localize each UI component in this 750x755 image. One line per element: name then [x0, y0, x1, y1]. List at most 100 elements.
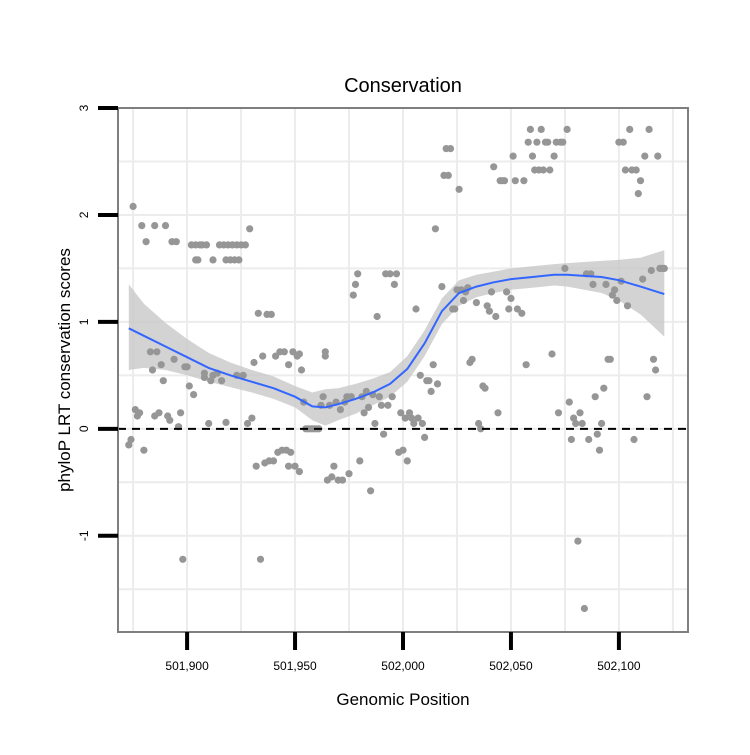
- data-point: [148, 366, 157, 374]
- data-point: [546, 166, 554, 174]
- data-point: [427, 387, 435, 395]
- data-point: [563, 125, 571, 133]
- data-point: [483, 302, 491, 310]
- x-axis: 501,900 501,950 502,000 502,050 502,100: [165, 632, 641, 673]
- data-point: [159, 377, 167, 385]
- data-point: [418, 419, 426, 428]
- data-point: [179, 555, 187, 563]
- data-point: [630, 435, 638, 444]
- data-point: [222, 418, 230, 426]
- data-point: [235, 256, 243, 264]
- data-point: [505, 305, 513, 313]
- data-point: [386, 270, 394, 278]
- data-point: [639, 275, 647, 283]
- data-point: [136, 409, 144, 417]
- data-point: [468, 355, 476, 363]
- data-point: [207, 377, 215, 385]
- data-point: [431, 225, 439, 233]
- data-point: [660, 264, 668, 272]
- data-point: [481, 384, 489, 392]
- data-point: [444, 171, 452, 179]
- data-point: [200, 373, 208, 382]
- data-point: [410, 419, 418, 428]
- data-point: [550, 152, 558, 160]
- data-point: [459, 296, 468, 305]
- data-point: [319, 393, 327, 401]
- data-point: [243, 419, 252, 428]
- data-point: [392, 270, 401, 278]
- data-point: [259, 352, 267, 360]
- data-point: [513, 305, 522, 313]
- data-point: [375, 393, 383, 401]
- data-point: [572, 419, 580, 428]
- data-point: [613, 296, 621, 305]
- data-point: [360, 409, 368, 417]
- data-point: [619, 138, 627, 146]
- x-tick-label: 501,950: [273, 659, 317, 673]
- data-point: [600, 384, 608, 392]
- data-point: [205, 419, 213, 428]
- data-point: [645, 125, 653, 133]
- smooth-line-layer: [128, 273, 665, 409]
- data-point: [595, 446, 604, 454]
- data-point: [490, 163, 498, 171]
- data-point: [561, 264, 569, 272]
- data-point: [287, 448, 295, 456]
- data-point: [377, 401, 385, 409]
- data-point: [183, 363, 191, 371]
- data-point: [138, 222, 146, 230]
- data-point: [157, 361, 165, 369]
- data-point: [254, 309, 262, 317]
- data-point: [380, 430, 388, 438]
- data-point: [129, 202, 137, 210]
- data-point: [185, 382, 193, 390]
- data-point: [151, 222, 159, 230]
- y-axis-label: phyloP LRT conservation scores: [55, 248, 74, 492]
- data-point: [606, 355, 614, 363]
- data-point: [485, 307, 493, 315]
- data-point: [652, 366, 660, 374]
- data-point: [429, 361, 437, 369]
- data-point: [177, 409, 185, 417]
- data-point: [250, 358, 258, 367]
- data-point: [285, 361, 293, 369]
- data-point: [280, 348, 288, 356]
- data-point: [649, 355, 658, 363]
- data-point: [190, 391, 198, 399]
- data-point: [408, 414, 416, 422]
- data-point: [585, 435, 593, 444]
- data-point: [142, 238, 150, 246]
- confidence-ribbon-layer: [128, 250, 665, 426]
- data-point: [295, 468, 303, 476]
- data-point: [161, 222, 170, 230]
- x-tick-label: 501,900: [165, 659, 209, 673]
- data-point: [328, 473, 336, 481]
- data-point: [524, 138, 532, 146]
- data-point: [336, 406, 344, 414]
- data-point: [632, 166, 640, 174]
- data-point: [338, 476, 347, 484]
- data-point: [246, 225, 254, 233]
- data-point: [438, 283, 446, 291]
- data-point: [125, 441, 133, 449]
- data-point: [367, 487, 375, 495]
- data-point: [537, 125, 545, 133]
- data-point: [533, 138, 541, 146]
- data-point: [421, 433, 429, 441]
- data-point: [611, 286, 619, 294]
- smooth-fit-line: [128, 273, 665, 409]
- data-point: [209, 256, 217, 264]
- data-point: [446, 145, 455, 153]
- data-point: [256, 555, 265, 563]
- data-point: [634, 190, 642, 198]
- data-point: [388, 393, 396, 401]
- data-point: [170, 355, 178, 363]
- data-point: [567, 435, 576, 444]
- data-point: [349, 291, 357, 299]
- data-point: [252, 462, 260, 470]
- y-axis: -1 0 1 2 3: [77, 104, 118, 541]
- data-point: [500, 177, 509, 185]
- data-point: [539, 166, 547, 174]
- data-point: [321, 352, 329, 360]
- data-point: [591, 393, 599, 401]
